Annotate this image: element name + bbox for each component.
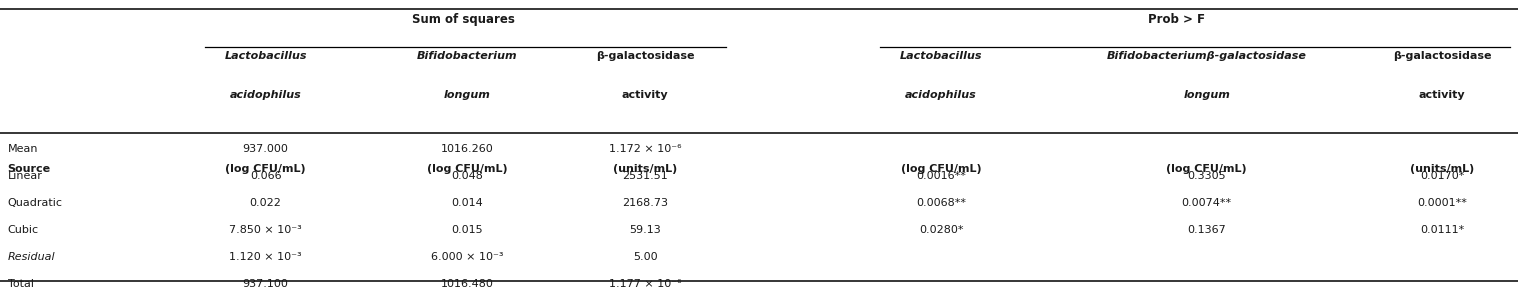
Text: acidophilus: acidophilus <box>905 90 978 99</box>
Text: 1.172 × 10⁻⁶: 1.172 × 10⁻⁶ <box>609 145 682 154</box>
Text: Total: Total <box>8 279 33 289</box>
Text: 0.066: 0.066 <box>250 171 281 181</box>
Text: (log CFU/mL): (log CFU/mL) <box>1166 164 1248 174</box>
Text: 1016.260: 1016.260 <box>442 145 493 154</box>
Text: 0.014: 0.014 <box>452 198 483 208</box>
Text: Sum of squares: Sum of squares <box>411 13 515 26</box>
Text: longum: longum <box>1184 90 1230 99</box>
Text: 937.000: 937.000 <box>243 145 288 154</box>
Text: 2531.51: 2531.51 <box>622 171 668 181</box>
Text: 0.0280*: 0.0280* <box>918 225 964 235</box>
Text: 0.022: 0.022 <box>250 198 281 208</box>
Text: 0.0068**: 0.0068** <box>917 198 965 208</box>
Text: 0.0170*: 0.0170* <box>1419 171 1465 181</box>
Text: 0.0074**: 0.0074** <box>1181 198 1233 208</box>
Text: 1.177 × 10⁻⁶: 1.177 × 10⁻⁶ <box>609 279 682 289</box>
Text: 2168.73: 2168.73 <box>622 198 668 208</box>
Text: 0.0111*: 0.0111* <box>1419 225 1465 235</box>
Text: (units/mL): (units/mL) <box>1410 164 1474 174</box>
Text: (log CFU/mL): (log CFU/mL) <box>225 164 307 174</box>
Text: Mean: Mean <box>8 145 38 154</box>
Text: 6.000 × 10⁻³: 6.000 × 10⁻³ <box>431 252 504 262</box>
Text: 0.0016**: 0.0016** <box>917 171 965 181</box>
Text: (log CFU/mL): (log CFU/mL) <box>900 164 982 174</box>
Text: Residual: Residual <box>8 252 55 262</box>
Text: Bifidobacterium: Bifidobacterium <box>417 52 518 61</box>
Text: 0.3305: 0.3305 <box>1187 171 1227 181</box>
Text: (units/mL): (units/mL) <box>613 164 677 174</box>
Text: 7.850 × 10⁻³: 7.850 × 10⁻³ <box>229 225 302 235</box>
Text: 0.048: 0.048 <box>452 171 483 181</box>
Text: 5.00: 5.00 <box>633 252 657 262</box>
Text: Cubic: Cubic <box>8 225 39 235</box>
Text: β-galactosidase: β-galactosidase <box>1394 52 1491 61</box>
Text: Prob > F: Prob > F <box>1148 13 1205 26</box>
Text: activity: activity <box>1419 90 1465 99</box>
Text: longum: longum <box>445 90 490 99</box>
Text: β-galactosidase: β-galactosidase <box>597 52 694 61</box>
Text: Lactobacillus: Lactobacillus <box>225 52 307 61</box>
Text: Linear: Linear <box>8 171 43 181</box>
Text: 59.13: 59.13 <box>630 225 660 235</box>
Text: 0.015: 0.015 <box>452 225 483 235</box>
Text: Quadratic: Quadratic <box>8 198 62 208</box>
Text: Source: Source <box>8 164 50 174</box>
Text: 1.120 × 10⁻³: 1.120 × 10⁻³ <box>229 252 302 262</box>
Text: Bifidobacteriumβ-galactosidase: Bifidobacteriumβ-galactosidase <box>1107 52 1307 61</box>
Text: Lactobacillus: Lactobacillus <box>900 52 982 61</box>
Text: 937.100: 937.100 <box>243 279 288 289</box>
Text: acidophilus: acidophilus <box>229 90 302 99</box>
Text: 1016.480: 1016.480 <box>442 279 493 289</box>
Text: 0.0001**: 0.0001** <box>1418 198 1466 208</box>
Text: 0.1367: 0.1367 <box>1187 225 1227 235</box>
Text: (log CFU/mL): (log CFU/mL) <box>427 164 509 174</box>
Text: activity: activity <box>622 90 668 99</box>
